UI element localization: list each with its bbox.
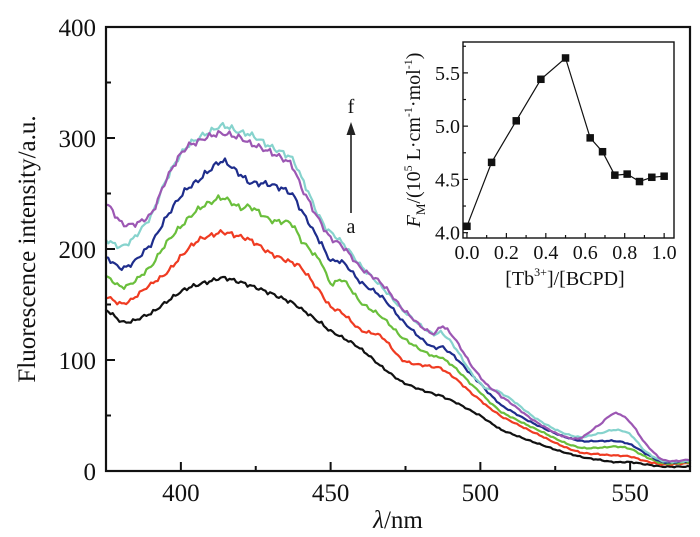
inset-data-point (648, 173, 656, 182)
inset-x-tick-label: 1.0 (652, 242, 677, 264)
x-axis-title-unit: /nm (384, 507, 423, 534)
y-tick-label: 400 (59, 15, 97, 42)
y-tick-label: 200 (59, 237, 97, 264)
inset-y-tick-label: 5.0 (435, 116, 460, 138)
main-tick-labels: 0 100 200 300 400 400 450 500 550 (59, 15, 649, 507)
series-line-f (104, 130, 692, 463)
inset-data-point (463, 222, 471, 231)
inset-x-tick-label: 0.8 (612, 242, 637, 264)
inset-y-axis-title: FM/(105 L·cm-1·mol-1) (401, 53, 428, 229)
y-tick-label: 0 (84, 459, 97, 486)
x-tick-label: 500 (462, 480, 500, 507)
inset-data-point (598, 147, 607, 156)
series-line-a (104, 275, 692, 469)
trend-annotation: f a (346, 96, 356, 238)
series-line-d (104, 157, 692, 465)
inset-x-tick-label: 0.6 (573, 242, 598, 264)
y-axis-title: Fluorescence intensity/a.u. (14, 115, 41, 382)
inset-x-tick-label: 0.0 (454, 242, 479, 264)
x-tick-label: 450 (312, 480, 350, 507)
inset-data-point (537, 75, 545, 84)
annotation-label-f: f (348, 96, 355, 118)
inset-data-point (635, 177, 644, 186)
x-tick-label: 400 (162, 480, 200, 507)
inset-data-point (487, 158, 496, 167)
inset-data-point (561, 54, 570, 62)
inset-data-point (660, 172, 668, 180)
inset-data-point (623, 170, 631, 178)
inset-data-point (611, 171, 619, 179)
inset-plot: 0.0 0.2 0.4 0.6 0.8 1.0 4.0 4.5 5.0 5.5 FM/(105 L… (401, 41, 677, 290)
inset-y-tick-label: 5.5 (435, 63, 460, 85)
x-axis-title-symbol: λ (372, 507, 384, 534)
inset-tick-labels: 0.0 0.2 0.4 0.6 0.8 1.0 4.0 4.5 5.0 5.5 (435, 63, 677, 264)
series-line-c (104, 194, 692, 466)
inset-data-point (512, 117, 520, 125)
y-tick-label: 300 (59, 126, 97, 153)
inset-x-axis-title: [Tb3+]/[BCPD] (505, 265, 624, 290)
main-plot: 0 100 200 300 400 400 450 500 550 Fluorescence i… (14, 15, 692, 534)
inset-x-tick-label: 0.4 (533, 242, 558, 264)
inset-plot-frame (462, 41, 675, 239)
inset-y-tick-label: 4.0 (435, 223, 460, 245)
y-tick-label: 100 (59, 348, 97, 375)
inset-markers (463, 54, 668, 231)
main-tick-marks (106, 26, 632, 472)
inset-y-tick-label: 4.5 (435, 169, 460, 191)
trend-arrow-head-icon (346, 122, 356, 135)
series-line-b (104, 229, 692, 466)
series-line-e (104, 121, 692, 464)
annotation-label-a: a (347, 216, 356, 238)
inset-data-point (586, 134, 594, 142)
main-series-group (104, 121, 692, 469)
x-axis-title: λ/nm (372, 507, 423, 534)
x-tick-label: 550 (611, 480, 649, 507)
inset-x-tick-label: 0.2 (494, 242, 519, 264)
inset-tick-marks (463, 45, 665, 238)
